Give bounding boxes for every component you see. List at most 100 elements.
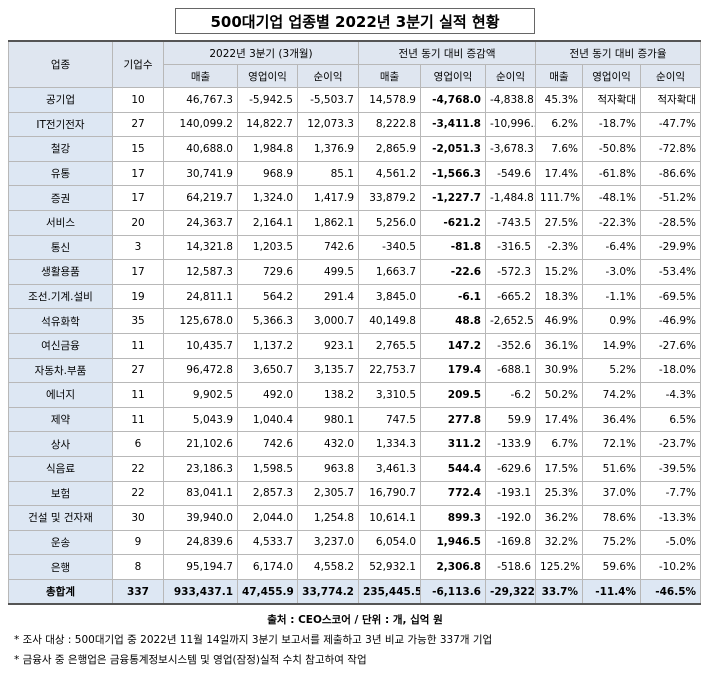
cell: -61.8% (582, 160, 642, 187)
cell: -6.4% (582, 234, 642, 261)
cell: 30.9% (535, 357, 584, 384)
cell: 2,857.3 (237, 480, 298, 507)
cell: -621.2 (420, 209, 486, 236)
cell: 5,366.3 (237, 308, 298, 334)
cell: 95,194.7 (163, 554, 238, 580)
cell: -572.3 (484, 259, 537, 285)
cell: 125,678.0 (163, 308, 238, 334)
cell: 21,102.6 (163, 431, 238, 457)
total-row: 총합계 337 933,437.1 47,455.9 33,774.2 235,445.5… (8, 578, 702, 605)
cell: -518.6 (484, 554, 537, 580)
cell: 111.7% (535, 185, 584, 211)
cell: 24,811.1 (163, 283, 238, 310)
header-cell: 매출 (163, 64, 238, 88)
cell: 유통 (8, 160, 113, 187)
cell: 1,203.5 (237, 234, 298, 261)
cell: 20 (112, 209, 164, 236)
cell: 311.2 (420, 431, 486, 457)
cell: 3 (112, 234, 164, 261)
cell: 1,984.8 (237, 136, 298, 162)
cell: 36.2% (535, 505, 584, 531)
header-cell: 매출 (535, 64, 584, 88)
row: 생활용품 17 12,587.3 729.6 499.5 1,663.7 -22.6 -572… (8, 259, 702, 285)
cell: 747.5 (358, 406, 421, 433)
row: 서비스 20 24,363.7 2,164.1 1,862.1 5,256.0 -621.2… (8, 209, 702, 236)
row: 철강 15 40,688.0 1,984.8 1,376.9 2,865.9 -2,051.… (8, 136, 702, 162)
cell: 432.0 (297, 431, 359, 457)
cell: 75.2% (582, 529, 642, 556)
cell: 35 (112, 308, 164, 334)
cell: 4,561.2 (358, 160, 421, 187)
cell: 1,946.5 (420, 529, 486, 556)
cell: -18.0% (640, 357, 702, 384)
cell: -10.2% (640, 554, 702, 580)
cell: 6 (112, 431, 164, 457)
cell: 46,767.3 (163, 87, 238, 113)
cell: -1.1% (582, 283, 642, 310)
cell: -169.8 (484, 529, 537, 556)
cell: -3,411.8 (420, 111, 486, 138)
cell: -10,996.5 (484, 111, 537, 138)
cell: 7.6% (535, 136, 584, 162)
row: 증권 17 64,219.7 1,324.0 1,417.9 33,879.2 -1,227… (8, 185, 702, 211)
cell: 59.6% (582, 554, 642, 580)
note: * 금융사 중 은행업은 금융통계정보시스템 및 영업(잠정)실적 수치 참고하… (14, 654, 367, 666)
cell: 18.3% (535, 283, 584, 310)
cell: 277.8 (420, 406, 486, 433)
cell: -193.1 (484, 480, 537, 507)
cell: 14,321.8 (163, 234, 238, 261)
table: 업종 기업수 2022년 3분기 (3개월) 전년 동기 대비 증감액 전년 동기 대비… (8, 40, 702, 606)
cell: 2,044.0 (237, 505, 298, 531)
header-cell: 순이익 (297, 64, 359, 88)
cell: 899.3 (420, 505, 486, 531)
cell: 6,054.0 (358, 529, 421, 556)
header-cell: 매출 (358, 64, 421, 88)
cell: 3,461.3 (358, 455, 421, 482)
cell: 은행 (8, 554, 113, 580)
header-cell: 순이익 (484, 64, 537, 88)
cell: -316.5 (484, 234, 537, 261)
cell: -46.5% (640, 578, 702, 605)
cell: -665.2 (484, 283, 537, 310)
cell: 3,650.7 (237, 357, 298, 384)
cell: 17 (112, 185, 164, 211)
row: 공기업 10 46,767.3 -5,942.5 -5,503.7 14,578.9 -4,… (8, 87, 702, 113)
cell: 24,363.7 (163, 209, 238, 236)
header-cell: 순이익 (640, 64, 702, 88)
row: 유통 17 30,741.9 968.9 85.1 4,561.2 -1,566.3 -549… (8, 160, 702, 187)
cell: 40,149.8 (358, 308, 421, 334)
cell: -5,942.5 (237, 87, 298, 113)
cell: 1,137.2 (237, 332, 298, 359)
cell: -7.7% (640, 480, 702, 507)
cell: 1,334.3 (358, 431, 421, 457)
cell: -3.0% (582, 259, 642, 285)
cell: -6.2 (484, 382, 537, 408)
cell: -29,322.2 (484, 578, 537, 605)
cell: 총합계 (8, 578, 113, 605)
cell: 47,455.9 (237, 578, 298, 605)
header-cell: 영업이익 (420, 64, 486, 88)
cell: 15 (112, 136, 164, 162)
cell: 2,305.7 (297, 480, 359, 507)
cell: -3,678.3 (484, 136, 537, 162)
cell: -688.1 (484, 357, 537, 384)
cell: 상사 (8, 431, 113, 457)
cell: 운송 (8, 529, 113, 556)
cell: 32.2% (535, 529, 584, 556)
cell: -72.8% (640, 136, 702, 162)
cell: 10,614.1 (358, 505, 421, 531)
cell: 24,839.6 (163, 529, 238, 556)
row: 은행 8 95,194.7 6,174.0 4,558.2 52,932.1 2,306.8… (8, 554, 702, 580)
cell: 2,865.9 (358, 136, 421, 162)
cell: 17.5% (535, 455, 584, 482)
cell: 45.3% (535, 87, 584, 113)
cell: 2,765.5 (358, 332, 421, 359)
cell: 37.0% (582, 480, 642, 507)
cell: -48.1% (582, 185, 642, 211)
cell: -27.6% (640, 332, 702, 359)
cell: 10,435.7 (163, 332, 238, 359)
cell: 27 (112, 357, 164, 384)
cell: 48.8 (420, 308, 486, 334)
cell: 6.2% (535, 111, 584, 138)
cell: 25.3% (535, 480, 584, 507)
